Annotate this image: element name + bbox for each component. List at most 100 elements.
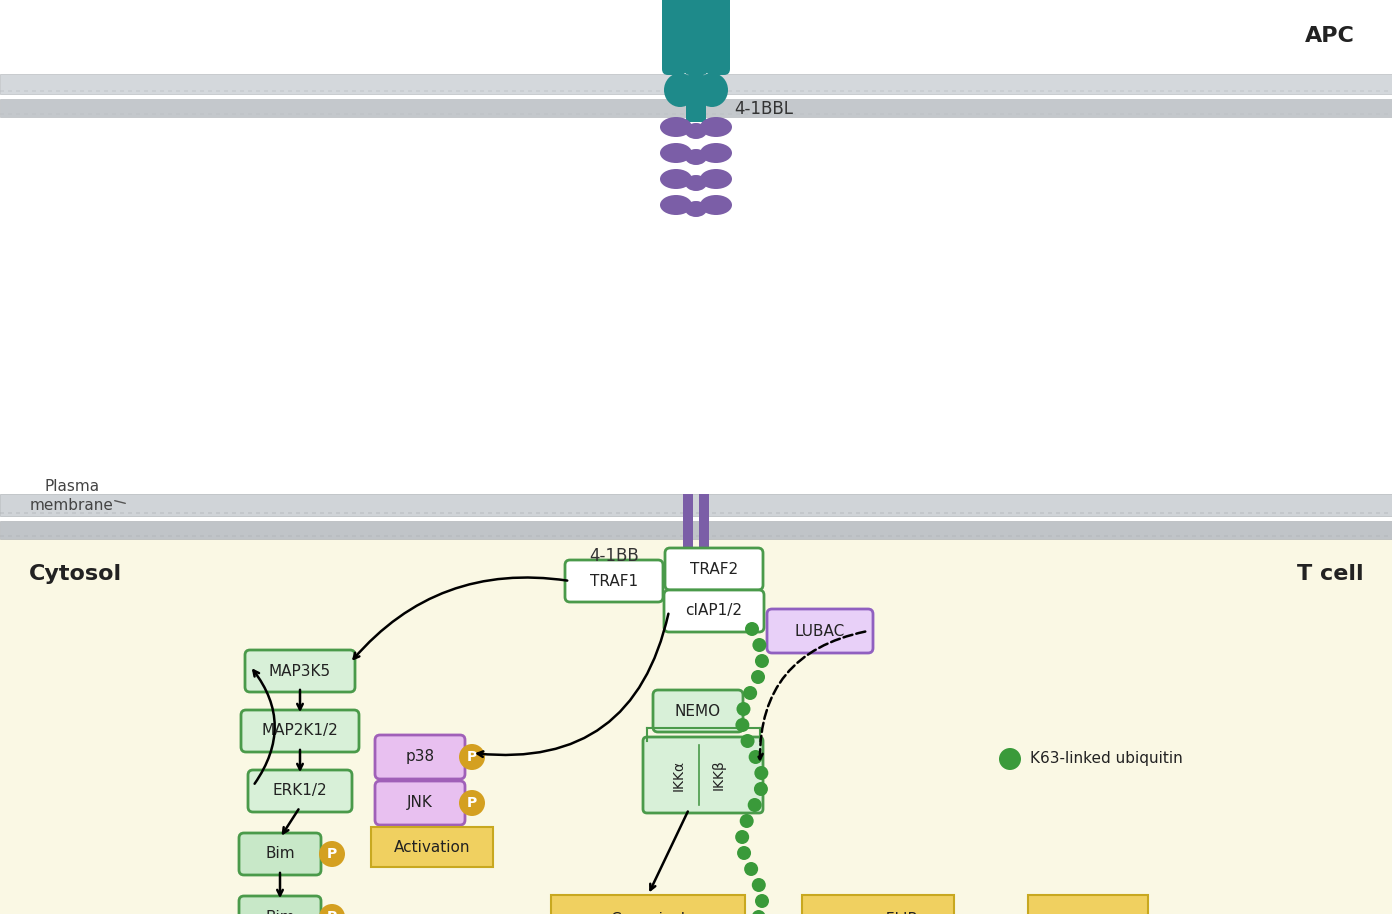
Text: 4-1BBL: 4-1BBL bbox=[734, 100, 793, 118]
Bar bbox=[352, 113, 356, 115]
Bar bbox=[1200, 90, 1204, 92]
Ellipse shape bbox=[660, 195, 692, 215]
Bar bbox=[967, 512, 972, 514]
Bar bbox=[312, 113, 316, 115]
Bar bbox=[736, 535, 741, 537]
Bar bbox=[800, 535, 805, 537]
Bar bbox=[952, 90, 956, 92]
Bar bbox=[688, 535, 692, 537]
Bar bbox=[320, 512, 324, 514]
FancyBboxPatch shape bbox=[767, 609, 873, 653]
Bar bbox=[743, 90, 748, 92]
Bar bbox=[912, 535, 916, 537]
Bar bbox=[728, 535, 732, 537]
Bar bbox=[656, 113, 660, 115]
Bar bbox=[303, 535, 308, 537]
Bar bbox=[871, 90, 876, 92]
Bar bbox=[232, 90, 237, 92]
Bar bbox=[1232, 113, 1236, 115]
Bar bbox=[816, 512, 820, 514]
Bar bbox=[1232, 512, 1236, 514]
Bar bbox=[1249, 535, 1251, 537]
Text: K63-linked ubiquitin: K63-linked ubiquitin bbox=[1030, 751, 1183, 767]
Bar bbox=[1136, 90, 1140, 92]
Bar bbox=[184, 113, 188, 115]
FancyBboxPatch shape bbox=[1029, 895, 1148, 914]
Bar bbox=[432, 113, 436, 115]
Bar bbox=[568, 113, 572, 115]
Bar bbox=[1304, 90, 1308, 92]
Bar bbox=[361, 113, 363, 115]
Bar bbox=[752, 113, 756, 115]
Bar bbox=[344, 113, 348, 115]
Bar bbox=[329, 535, 333, 537]
Bar bbox=[408, 535, 412, 537]
Bar bbox=[912, 512, 916, 514]
Bar bbox=[361, 512, 363, 514]
Bar bbox=[592, 90, 596, 92]
Bar bbox=[768, 512, 773, 514]
Bar bbox=[56, 535, 60, 537]
FancyBboxPatch shape bbox=[643, 737, 763, 813]
Bar bbox=[111, 90, 116, 92]
FancyBboxPatch shape bbox=[239, 833, 322, 875]
Bar bbox=[553, 113, 555, 115]
Circle shape bbox=[745, 862, 759, 876]
Bar bbox=[79, 512, 84, 514]
Bar bbox=[448, 535, 452, 537]
Bar bbox=[40, 113, 45, 115]
Bar bbox=[1112, 113, 1116, 115]
Bar bbox=[1304, 535, 1308, 537]
Bar bbox=[1377, 512, 1379, 514]
Bar bbox=[1048, 535, 1052, 537]
Bar bbox=[912, 113, 916, 115]
Text: P: P bbox=[327, 910, 337, 914]
Ellipse shape bbox=[685, 123, 707, 139]
Bar bbox=[1057, 90, 1059, 92]
Bar bbox=[967, 113, 972, 115]
Bar bbox=[256, 113, 260, 115]
Bar bbox=[839, 512, 844, 514]
Bar bbox=[448, 90, 452, 92]
Bar bbox=[1384, 90, 1388, 92]
Bar bbox=[704, 535, 709, 537]
Bar bbox=[496, 512, 500, 514]
Bar bbox=[1057, 113, 1059, 115]
Bar bbox=[248, 512, 252, 514]
Bar bbox=[192, 90, 196, 92]
Bar bbox=[384, 90, 388, 92]
Bar bbox=[792, 113, 796, 115]
Bar bbox=[175, 512, 180, 514]
Bar bbox=[152, 113, 156, 115]
Bar bbox=[88, 90, 92, 92]
Bar bbox=[560, 113, 564, 115]
Text: Activation: Activation bbox=[394, 839, 470, 855]
Bar bbox=[775, 113, 780, 115]
Text: Canonical: Canonical bbox=[611, 911, 685, 914]
Bar bbox=[152, 512, 156, 514]
Bar bbox=[1224, 113, 1228, 115]
Bar bbox=[1352, 512, 1356, 514]
Bar bbox=[888, 90, 892, 92]
Bar bbox=[1264, 113, 1268, 115]
Bar bbox=[704, 90, 709, 92]
Bar bbox=[544, 113, 548, 115]
FancyBboxPatch shape bbox=[663, 0, 686, 75]
Bar bbox=[361, 90, 363, 92]
Bar bbox=[1112, 512, 1116, 514]
Bar bbox=[0, 535, 4, 537]
Bar bbox=[352, 90, 356, 92]
Bar bbox=[1160, 535, 1164, 537]
Bar bbox=[136, 90, 141, 92]
Bar bbox=[320, 113, 324, 115]
Bar bbox=[617, 535, 619, 537]
Bar bbox=[440, 90, 444, 92]
Bar bbox=[832, 113, 837, 115]
Bar bbox=[64, 90, 68, 92]
Bar bbox=[536, 512, 540, 514]
Bar bbox=[944, 512, 948, 514]
Text: P: P bbox=[466, 796, 477, 810]
Bar bbox=[775, 90, 780, 92]
Bar bbox=[400, 535, 404, 537]
Bar bbox=[775, 535, 780, 537]
